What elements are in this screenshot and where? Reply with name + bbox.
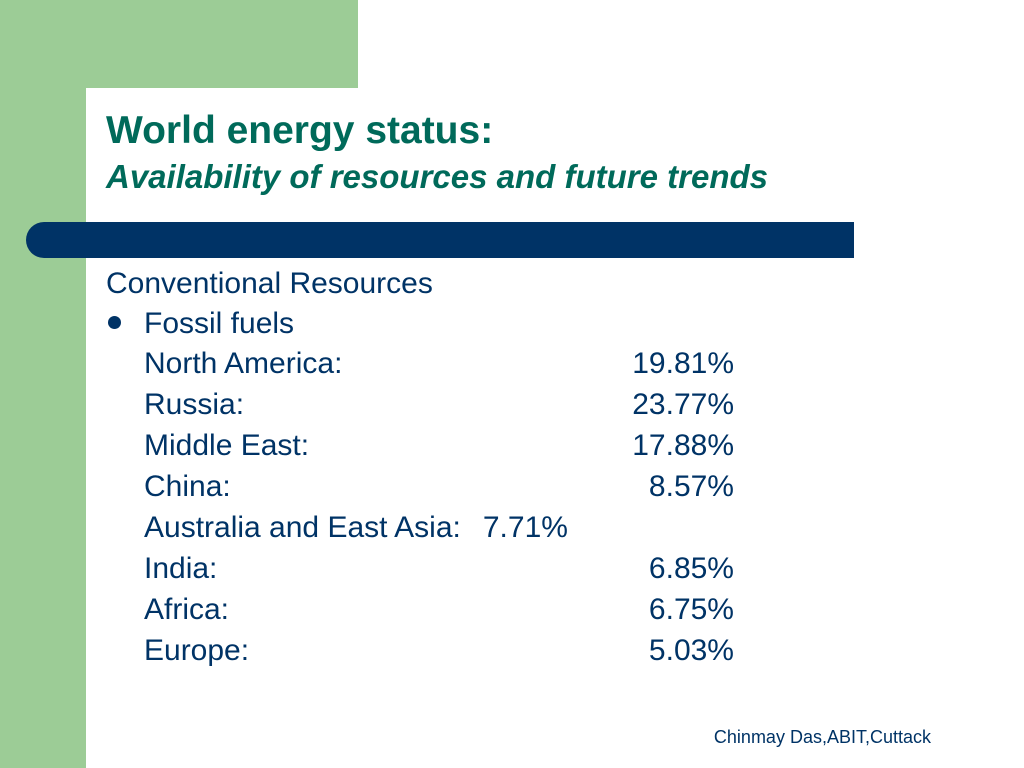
region-name: China: xyxy=(144,470,231,503)
region-name: India: xyxy=(144,552,218,585)
list-item: Russia: 23.77% xyxy=(144,385,734,425)
list-item: Australia and East Asia: 7.71% xyxy=(144,508,734,548)
region-share: 8.57% xyxy=(648,470,734,503)
region-share: 23.77% xyxy=(632,388,734,421)
slide-subtitle: Availability of resources and future tre… xyxy=(106,158,768,195)
title-divider-bar xyxy=(26,222,854,258)
region-share: 19.81% xyxy=(632,347,734,380)
region-name: Europe: xyxy=(144,634,250,667)
region-share: 6.75% xyxy=(648,593,734,626)
list-item: China: 8.57% xyxy=(144,467,734,507)
bullet-label: Fossil fuels xyxy=(144,307,295,340)
region-name: Australia and East Asia: xyxy=(144,511,461,544)
region-share: 5.03% xyxy=(648,634,734,667)
region-name: Africa: xyxy=(144,593,230,626)
green-decor-left xyxy=(0,0,86,768)
list-item: Europe: 5.03% xyxy=(144,631,734,671)
list-item: Middle East: 17.88% xyxy=(144,426,734,466)
slide-title: World energy status: xyxy=(106,109,494,152)
region-name: Russia: xyxy=(144,388,245,421)
bullet-dot-icon xyxy=(108,316,121,329)
list-item: Africa: 6.75% xyxy=(144,590,734,630)
list-item: North America: 19.81% xyxy=(144,344,734,384)
region-name: North America: xyxy=(144,347,343,380)
region-share: 17.88% xyxy=(632,429,734,462)
footer-credit: Chinmay Das,ABIT,Cuttack xyxy=(713,727,931,747)
region-share: 6.85% xyxy=(648,552,734,585)
section-heading: Conventional Resources xyxy=(106,267,433,300)
list-item: India: 6.85% xyxy=(144,549,734,589)
region-name: Middle East: xyxy=(144,429,310,462)
region-share: 7.71% xyxy=(482,511,568,544)
